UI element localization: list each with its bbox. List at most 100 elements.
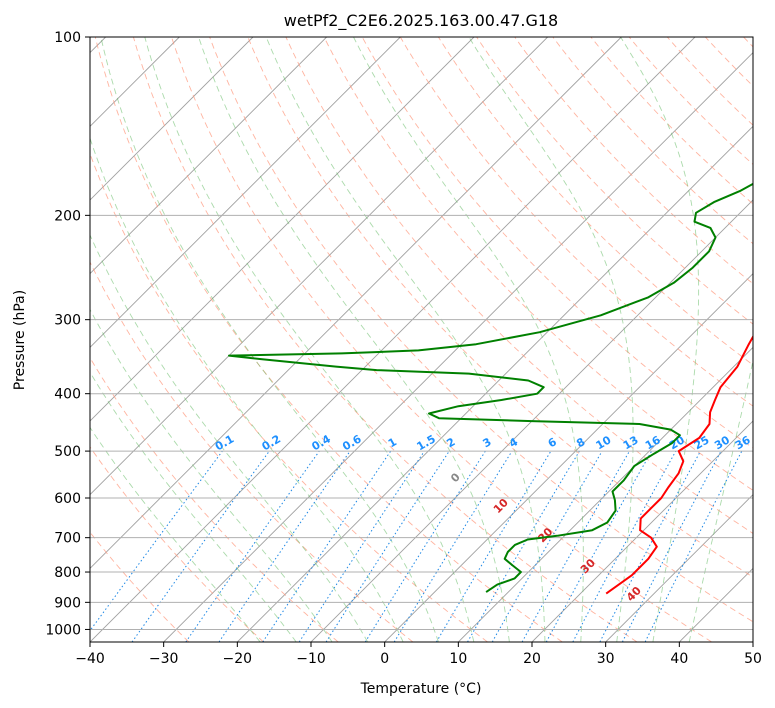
- mixing-ratio-label: 3: [480, 435, 493, 450]
- isotherm-label: 40: [624, 584, 644, 604]
- moist-adiabat-line: [353, 37, 584, 642]
- isotherm-line: [237, 125, 753, 642]
- mixing-ratio-label: 30: [712, 433, 732, 452]
- y-tick-label: 900: [54, 595, 81, 611]
- mixing-ratio-label: 1.5: [414, 432, 437, 453]
- chart-title: wetPf2_C2E6.2025.163.00.47.G18: [284, 11, 558, 31]
- y-tick-label: 1000: [45, 622, 81, 638]
- dry-adiabat-line: [552, 37, 753, 245]
- dry-adiabat-line: [90, 531, 190, 642]
- y-tick-label: 300: [54, 313, 81, 329]
- mixing-ratio-line: [521, 450, 630, 642]
- dry-adiabat-line: [171, 37, 712, 642]
- dry-adiabat-line: [743, 37, 753, 48]
- isotherm-line: [384, 273, 753, 642]
- isotherm-line: [90, 37, 254, 201]
- moist-adiabat-line: [620, 37, 700, 642]
- dry-adiabat-line: [247, 37, 753, 578]
- plot-frame: [89, 36, 754, 643]
- dry-adiabat-line: [132, 37, 638, 642]
- y-tick-label: 400: [54, 387, 81, 403]
- mixing-ratio-line: [599, 450, 701, 642]
- dry-adiabat-line: [666, 37, 753, 126]
- moist-adiabat-line: [265, 37, 546, 642]
- mixing-ratio-line: [262, 450, 392, 642]
- y-axis: 100 200 300 400 500 600 700 800 900 1000: [45, 30, 90, 638]
- y-tick-label: 700: [54, 531, 81, 547]
- y-tick-label: 200: [54, 208, 81, 224]
- background-lines: [90, 37, 753, 642]
- isotherm-label: 20: [535, 525, 555, 545]
- mixing-ratio-label: 1: [386, 435, 399, 450]
- dry-adiabat-line: [90, 152, 488, 642]
- temperature-line: [605, 334, 753, 595]
- mixing-ratio-label: 0.1: [213, 432, 236, 453]
- isotherm-label: 30: [578, 556, 598, 576]
- dry-adiabat-line: [704, 37, 753, 87]
- isotherm-line: [605, 494, 753, 642]
- y-axis-label: Pressure (hPa): [12, 290, 28, 390]
- y-tick-label: 100: [54, 30, 81, 46]
- x-tick-label: −40: [75, 651, 105, 667]
- mixing-ratio-line: [325, 450, 450, 642]
- moist-adiabat-line: [688, 358, 753, 642]
- x-tick-label: −10: [296, 651, 326, 667]
- moist-adiabat-line: [100, 37, 439, 642]
- isotherm-line: [90, 37, 327, 275]
- mixing-ratio-label: 8: [574, 435, 587, 450]
- isotherm-line: [458, 346, 753, 642]
- moist-adiabat-line: [144, 37, 475, 642]
- mixing-ratio-line: [572, 450, 677, 642]
- dry-adiabat-line: [90, 261, 414, 642]
- isotherm-label: 0: [448, 470, 463, 485]
- moist-adiabat-line: [90, 426, 261, 642]
- pressure-gridlines: [90, 37, 753, 630]
- dry-adiabat-line: [590, 37, 753, 205]
- dry-adiabat-line: [209, 37, 753, 623]
- mixing-ratio-line: [90, 450, 223, 632]
- mixing-ratio-label: 20: [667, 433, 687, 452]
- moist-adiabat-line: [90, 136, 404, 642]
- x-tick-label: 10: [449, 651, 467, 667]
- x-axis-label: Temperature (°C): [360, 681, 482, 697]
- dry-adiabat-line: [476, 37, 753, 325]
- y-tick-label: 800: [54, 565, 81, 581]
- mixing-ratio-label: 0.6: [340, 432, 364, 453]
- mixing-ratio-line: [545, 450, 653, 642]
- moist-adiabat-line: [198, 37, 510, 642]
- x-tick-label: 50: [744, 651, 762, 667]
- sounding-profiles: [228, 182, 753, 595]
- dry-adiabat-line: [90, 446, 264, 642]
- x-tick-label: 20: [523, 651, 541, 667]
- mixing-ratio-label: 13: [621, 433, 641, 452]
- dry-adiabat-line: [514, 37, 753, 285]
- mixing-ratio-line: [131, 450, 270, 642]
- mixing-ratio-label: 6: [546, 435, 559, 450]
- isotherm-line: [90, 37, 475, 422]
- isotherm-line: [752, 641, 753, 642]
- isotherm-line: [90, 37, 401, 348]
- y-tick-label: 600: [54, 491, 81, 507]
- isotherm-line: [679, 567, 753, 642]
- x-tick-label: 30: [597, 651, 615, 667]
- mixing-ratio-line: [644, 450, 743, 642]
- mixing-ratio-label: 10: [594, 433, 614, 452]
- moist-adiabat-line: [468, 37, 634, 642]
- isotherm-line: [90, 37, 548, 496]
- mixing-ratio-label: 4: [507, 435, 520, 450]
- dry-adiabat-line: [94, 37, 563, 642]
- moist-adiabat-line: [90, 371, 297, 642]
- x-tick-label: 0: [380, 651, 389, 667]
- mixing-ratio-line: [393, 450, 513, 642]
- isotherm-line: [310, 199, 753, 642]
- isotherm-line: [90, 37, 696, 642]
- isotherm-line: [90, 37, 622, 569]
- mixing-ratio-line: [185, 450, 320, 642]
- mixing-ratio-label: 2: [444, 435, 457, 450]
- moist-adiabat-line: [90, 234, 369, 642]
- isotherm-line: [163, 52, 753, 642]
- x-tick-label: −20: [223, 651, 253, 667]
- mixing-ratio-line: [364, 450, 486, 642]
- dry-adiabat-line: [438, 37, 753, 366]
